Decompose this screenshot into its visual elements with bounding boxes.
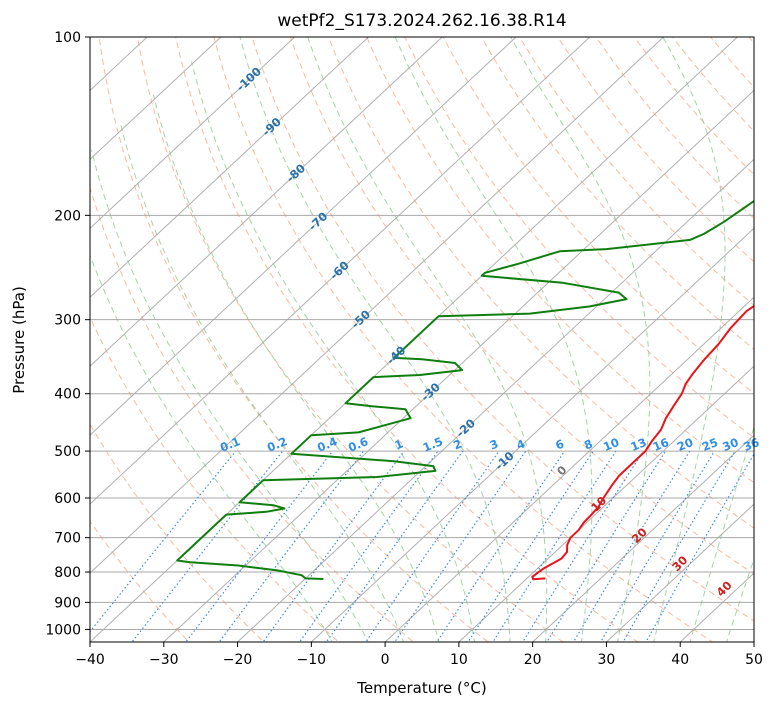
isotherm [90,37,665,574]
dry-adiabat [175,37,639,642]
dry-adiabat [90,423,265,642]
moist-adiabat [689,425,754,642]
mixing-ratio-label: 13 [629,435,649,454]
dry-adiabat [442,37,754,394]
dry-adiabat [90,315,340,642]
isotherm [310,227,754,642]
mixing-ratio-line [185,450,334,642]
dry-adiabat [327,37,754,529]
dry-adiabat [557,37,754,263]
x-tick-label: −20 [223,652,253,668]
x-tick-label: 0 [381,652,390,668]
profile-lines [176,199,754,581]
moist-adiabat [90,253,334,642]
isotherm [605,503,754,642]
mixing-ratio-label: 16 [651,435,671,454]
temperature-profile-line [531,304,754,581]
moist-adiabat [307,37,548,642]
isotherm [90,37,443,367]
dry-adiabat [213,37,714,642]
x-tick-label: 50 [745,652,763,668]
isotherm [531,434,754,642]
moist-adiabat [394,37,593,642]
x-tick-label: 20 [524,652,542,668]
dry-adiabat [671,37,754,132]
mixing-ratio-label: 25 [700,435,720,454]
mixing-ratio-line [364,450,500,642]
dry-adiabat [289,37,754,575]
dry-adiabat [251,37,754,622]
isotherm [458,365,754,642]
mixing-ratio-line [467,450,594,642]
isotherm [236,158,754,642]
isotherm [90,37,370,298]
chart-title: wetPf2_S173.2024.262.16.38.R14 [277,11,566,31]
moist-adiabat [239,37,511,642]
moist-adiabat [510,37,651,642]
plot-frame [89,36,755,643]
isotherm [90,37,296,229]
mixing-ratio-label: 30 [720,435,740,454]
moist-adiabat [152,94,440,642]
y-tick-label: 400 [54,387,81,403]
mixing-ratio-line [599,450,716,642]
mixing-ratio-line [298,450,439,642]
y-tick-label: 100 [54,30,81,46]
x-tick-label: 30 [598,652,616,668]
dry-adiabat [404,37,754,439]
mixing-ratio-line [492,450,617,642]
mixing-ratio-line [393,450,527,642]
axes: −40 −30 −20 −10 0 10 20 30 40 50 1000 900 800 700 600 5… [45,30,763,668]
isotherm [384,296,754,642]
dry-adiabat [633,37,754,176]
mixing-ratio-line [131,450,284,642]
mixing-ratio-line [645,453,754,642]
y-tick-label: 800 [54,565,81,581]
mixing-ratio-label: 10 [601,435,621,454]
dewpoint-profile-line [176,199,754,580]
dry-adiabat [90,186,415,642]
dry-adiabat [98,37,489,642]
mixing-ratio-line [622,450,736,642]
y-tick-label: 200 [54,208,81,224]
line-annotations: -100-90-80-70-60-50-40-30-20-100.1 0.2 0.4… [218,64,761,599]
isotherm [90,37,591,505]
mixing-ratio-line [90,450,237,633]
y-tick-label: 500 [54,444,81,460]
y-tick-label: 600 [54,491,81,507]
x-axis-title: Temperature (°C) [356,679,486,697]
moist-adiabat [191,61,476,642]
dry-adiabat [595,37,754,219]
y-tick-label: 900 [54,595,81,611]
x-tick-label: −10 [297,652,327,668]
mixing-ratio-label: 20 [675,435,695,454]
mixing-ratio-line [325,450,464,642]
moist-adiabat [653,37,726,642]
mixing-ratio-line [436,450,566,642]
x-tick-label: 40 [671,652,689,668]
moist-adiabat [725,557,754,642]
y-tick-label: 300 [54,313,81,329]
x-tick-label: −30 [149,652,179,668]
dry-adiabat [136,37,564,642]
y-tick-label: 1000 [45,622,81,638]
y-tick-label: 700 [54,531,81,547]
x-tick-label: −40 [75,652,105,668]
x-tick-label: 10 [450,652,468,668]
y-axis-title: Pressure (hPa) [10,286,28,394]
dry-adiabat [480,37,754,350]
isotherm [163,89,754,642]
isotherm [90,37,517,436]
dry-adiabat [366,37,754,484]
mixing-ratio-label: 36 [741,435,761,454]
isotherm [90,37,222,161]
